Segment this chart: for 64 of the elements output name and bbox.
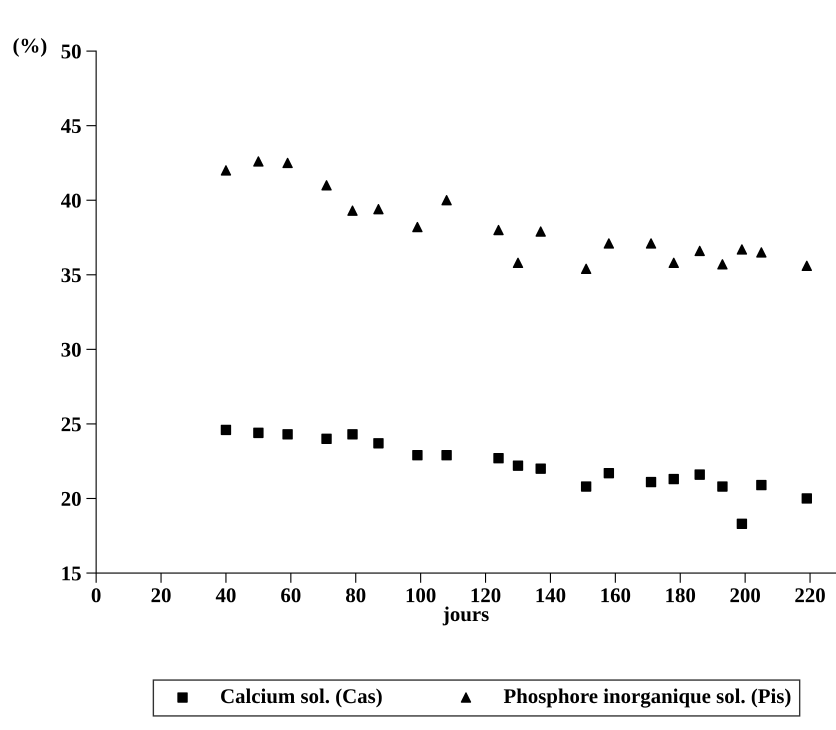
- point: [493, 453, 504, 464]
- y-tick-label: 50: [62, 44, 81, 59]
- point: [736, 244, 748, 255]
- point: [441, 195, 452, 206]
- y-tick-label: 35: [62, 268, 81, 282]
- point: [580, 264, 592, 274]
- point: [493, 224, 504, 236]
- x-tick-label: 200: [730, 588, 760, 602]
- point: [321, 434, 332, 444]
- point: [668, 258, 679, 268]
- y-tick-label: 15: [62, 566, 81, 580]
- x-tick-label: 120: [472, 588, 500, 602]
- point: [756, 247, 767, 258]
- y-tick-label: 40: [61, 194, 81, 208]
- x-tick-label: 0: [92, 588, 101, 602]
- x-tick-label: 100: [406, 588, 436, 602]
- point: [646, 238, 656, 249]
- point: [802, 493, 812, 504]
- point: [412, 450, 423, 460]
- y-tick-label: 20: [62, 492, 81, 506]
- point: [321, 180, 332, 191]
- x-tick-label: 40: [216, 588, 236, 602]
- x-axis-title: jours: [442, 606, 489, 626]
- point: [717, 481, 728, 492]
- point: [347, 205, 358, 216]
- point: [282, 158, 293, 168]
- point: [441, 450, 452, 460]
- y-axis-title: (%): [13, 38, 46, 57]
- point: [220, 424, 232, 436]
- legend-label: Phosphore inorganique sol. (Pis): [504, 688, 790, 708]
- x-tick-label: 80: [346, 588, 366, 602]
- point: [802, 260, 812, 272]
- point: [512, 258, 524, 268]
- point: [668, 474, 679, 484]
- point: [512, 460, 524, 471]
- point: [412, 222, 423, 232]
- point: [536, 226, 546, 237]
- point: [756, 480, 767, 490]
- x-tick-label: 60: [281, 588, 300, 602]
- point: [220, 165, 232, 176]
- x-tick-label: 160: [601, 588, 630, 602]
- point: [717, 259, 728, 270]
- point: [253, 156, 264, 167]
- point: [604, 468, 614, 478]
- y-tick-label: 30: [62, 342, 81, 357]
- legend-label: Calcium sol. (Cas): [221, 688, 382, 708]
- point: [694, 246, 705, 256]
- point: [373, 438, 384, 449]
- point: [253, 428, 264, 438]
- point: [736, 518, 748, 530]
- point: [373, 204, 384, 214]
- point: [646, 476, 656, 488]
- point: [580, 481, 592, 492]
- point: [604, 238, 614, 249]
- point: [536, 463, 546, 474]
- y-tick-label: 25: [62, 417, 81, 432]
- y-tick-label: 45: [61, 119, 81, 134]
- x-tick-label: 140: [536, 588, 566, 602]
- x-tick-label: 20: [152, 588, 171, 602]
- x-tick-label: 220: [795, 588, 825, 602]
- point: [694, 469, 705, 480]
- point: [282, 429, 293, 440]
- x-tick-label: 180: [666, 588, 696, 602]
- point: [347, 429, 358, 440]
